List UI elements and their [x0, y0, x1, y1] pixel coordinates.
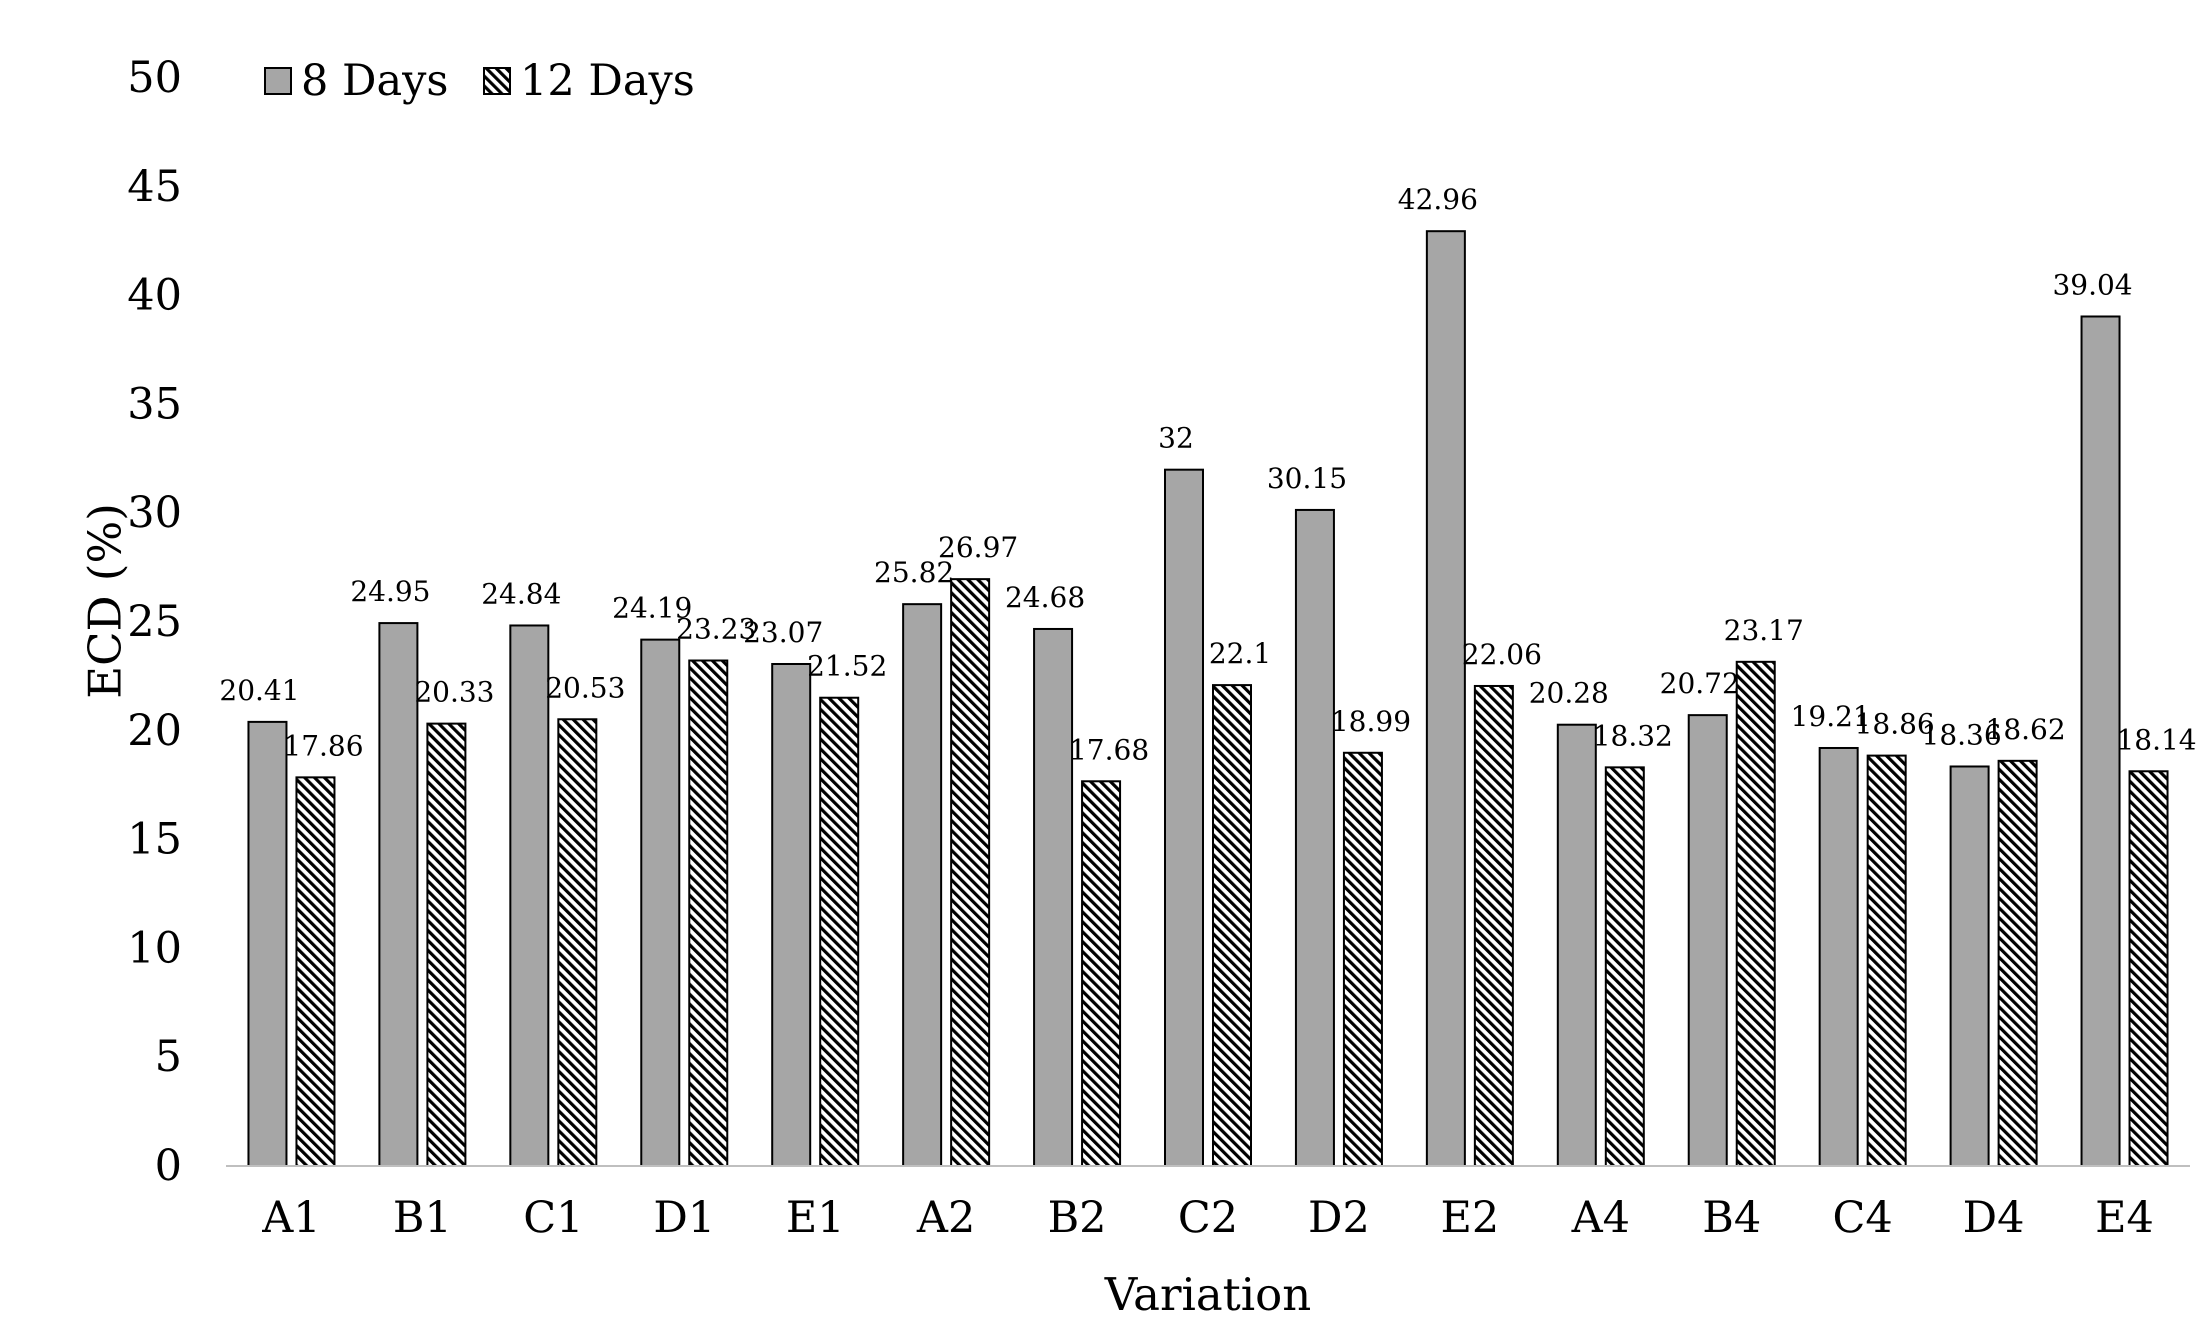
bar-8-days-b4 — [1687, 714, 1728, 1167]
x-tick-label: C1 — [523, 1193, 583, 1243]
data-label: 18.99 — [1331, 705, 1411, 738]
data-label: 18.32 — [1593, 719, 1673, 752]
bar-8-days-a2 — [902, 603, 943, 1167]
bar-8-days-c1 — [509, 624, 550, 1167]
y-tick-label: 35 — [127, 379, 182, 429]
y-axis-ticks: 0 5 10 15 20 25 30 35 40 45 50 — [127, 53, 182, 1191]
data-label: 25.82 — [874, 556, 954, 589]
bar-12-days-e4 — [2128, 770, 2169, 1168]
bar-12-days-a1 — [295, 776, 336, 1167]
legend: 8 Days 12 Days — [264, 56, 695, 106]
x-tick-label: D4 — [1963, 1193, 2025, 1243]
bar-12-days-d2 — [1342, 751, 1383, 1167]
x-axis-title: Variation — [1104, 1268, 1311, 1321]
x-tick-label: A2 — [916, 1193, 975, 1243]
legend-label-8-days: 8 Days — [301, 56, 449, 106]
x-axis-ticks: A1 B1 C1 D1 E1 A2 B2 C2 D2 E2 A4 B4 C4 D4 E4 — [261, 1193, 2154, 1243]
bar-8-days-a1 — [247, 720, 288, 1168]
data-label: 20.33 — [414, 676, 494, 709]
data-label: 20.28 — [1529, 677, 1609, 710]
y-tick-label: 0 — [155, 1141, 182, 1191]
x-tick-label: D2 — [1308, 1193, 1370, 1243]
bar-12-days-e2 — [1473, 684, 1514, 1168]
data-label: 22.1 — [1209, 637, 1271, 670]
data-label: 18.62 — [1986, 713, 2066, 746]
bar-8-days-e4 — [2080, 315, 2121, 1167]
data-label: 20.53 — [545, 671, 625, 704]
x-tick-label: C2 — [1178, 1193, 1238, 1243]
bar-12-days-d1 — [688, 659, 729, 1167]
y-tick-label: 15 — [127, 815, 182, 865]
bar-8-days-c2 — [1164, 468, 1204, 1167]
data-label: 24.68 — [1005, 581, 1085, 614]
bars — [247, 230, 2169, 1168]
bar-8-days-e1 — [771, 662, 812, 1168]
bar-12-days-b2 — [1081, 780, 1122, 1167]
y-axis-title: ECD (%) — [79, 503, 132, 699]
y-tick-label: 45 — [127, 162, 182, 212]
data-label: 30.15 — [1267, 462, 1347, 495]
data-label: 19.21 — [1791, 700, 1871, 733]
data-label: 20.41 — [219, 674, 299, 707]
data-label: 24.19 — [612, 592, 692, 625]
x-tick-label: B2 — [1048, 1193, 1107, 1243]
legend-swatch-8-days — [264, 67, 292, 95]
bar-12-days-b4 — [1735, 660, 1776, 1167]
bar-8-days-d1 — [640, 638, 681, 1167]
x-tick-label: A4 — [1571, 1193, 1630, 1243]
data-label: 17.86 — [283, 729, 363, 762]
y-tick-label: 50 — [127, 53, 182, 103]
y-tick-label: 40 — [127, 271, 182, 321]
x-tick-label: B1 — [393, 1193, 452, 1243]
y-tick-label: 20 — [127, 706, 182, 756]
data-label: 18.14 — [2116, 723, 2196, 756]
bar-12-days-c2 — [1212, 684, 1252, 1167]
y-tick-label: 5 — [155, 1032, 182, 1082]
x-tick-label: D1 — [653, 1193, 715, 1243]
bar-12-days-c4 — [1866, 754, 1907, 1167]
data-label: 21.52 — [807, 650, 887, 683]
bar-8-days-a4 — [1556, 723, 1597, 1167]
bar-8-days-b1 — [378, 622, 419, 1167]
bar-8-days-b2 — [1033, 627, 1074, 1167]
bar-12-days-a4 — [1604, 766, 1645, 1167]
bar-12-days-e1 — [819, 696, 860, 1167]
bar-8-days-c4 — [1818, 746, 1859, 1168]
x-tick-label: E2 — [1440, 1193, 1499, 1243]
bar-8-days-e2 — [1425, 230, 1466, 1167]
data-label: 18.36 — [1922, 718, 2002, 751]
data-label: 17.68 — [1069, 733, 1149, 766]
data-label: 24.84 — [481, 577, 561, 610]
data-label: 20.72 — [1660, 667, 1740, 700]
bar-12-days-d4 — [1997, 759, 2038, 1167]
data-label: 22.06 — [1462, 638, 1542, 671]
bar-8-days-d4 — [1949, 765, 1990, 1167]
y-tick-label: 10 — [127, 923, 182, 973]
data-label: 23.23 — [676, 613, 756, 646]
data-label: 18.86 — [1855, 708, 1935, 741]
x-tick-label: C4 — [1833, 1193, 1893, 1243]
data-label: 32 — [1158, 422, 1194, 455]
data-label: 42.96 — [1398, 183, 1478, 216]
legend-label-12-days: 12 Days — [520, 56, 695, 106]
x-tick-label: A1 — [261, 1193, 320, 1243]
data-label: 39.04 — [2052, 268, 2132, 301]
data-label: 26.97 — [938, 531, 1018, 564]
x-tick-label: E4 — [2095, 1193, 2154, 1243]
x-tick-label: B4 — [1702, 1193, 1761, 1243]
bar-12-days-b1 — [426, 722, 467, 1167]
bar-12-days-a2 — [950, 578, 991, 1167]
data-labels: 20.41 17.86 24.95 20.33 24.84 20.53 24.1923.23… — [219, 183, 2196, 766]
x-tick-label: E1 — [786, 1193, 845, 1243]
bar-12-days-c1 — [557, 718, 598, 1167]
data-label: 24.95 — [350, 575, 430, 608]
y-tick-label: 25 — [127, 597, 182, 647]
y-tick-label: 30 — [127, 488, 182, 538]
bar-8-days-d2 — [1294, 508, 1335, 1168]
data-label: 23.17 — [1724, 614, 1804, 647]
legend-swatch-12-days — [483, 67, 511, 95]
data-label: 23.07 — [743, 616, 823, 649]
